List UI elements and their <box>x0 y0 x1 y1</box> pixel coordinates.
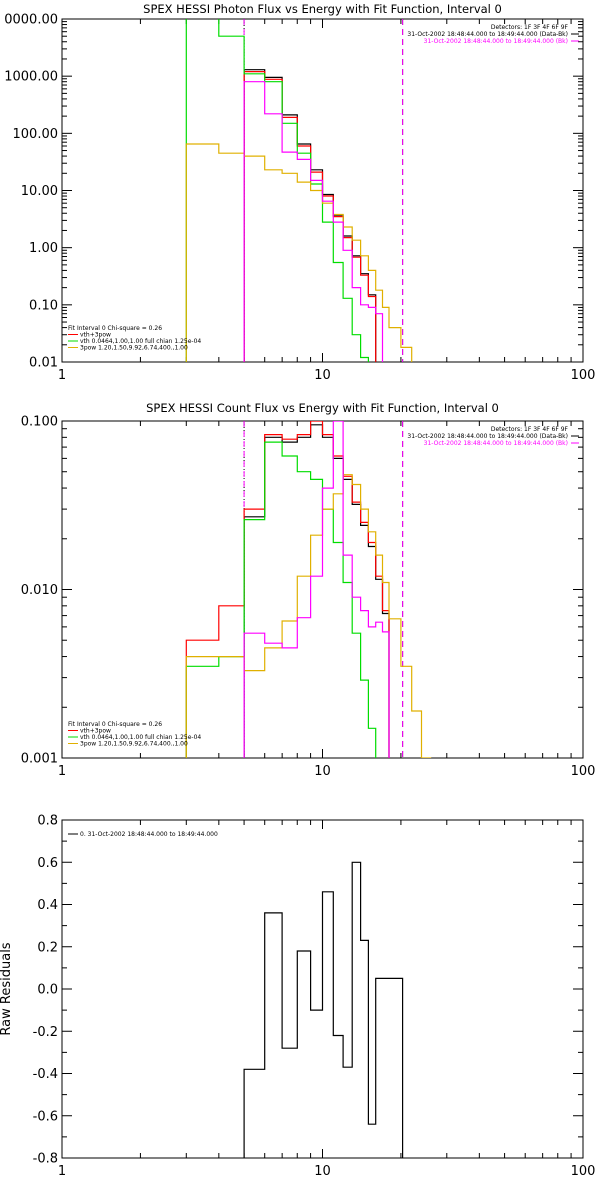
y-tick-label: -0.6 <box>33 1109 58 1124</box>
y-tick-label: 0.010 <box>21 583 58 598</box>
series-step-line <box>185 441 377 758</box>
legend-entry: Fit Interval 0 Chi-square = 0.26 <box>68 721 162 728</box>
x-tick-label: 1 <box>58 764 66 779</box>
y-tick-label: 10.00 <box>21 184 58 199</box>
y-tick-label: 0.8 <box>37 814 58 829</box>
y-tick-label: 1.00 <box>29 241 58 256</box>
y-tick-label: -0.8 <box>33 1152 58 1167</box>
series-step-line <box>243 424 390 758</box>
legend-entry: vth 0.0464,1.00,1.00 full chian 1.25e-04 <box>80 338 201 345</box>
y-tick-label: 100.00 <box>13 127 59 142</box>
chart-title: SPEX HESSI Photon Flux vs Energy with Fi… <box>143 2 502 16</box>
count-flux-panel: SPEX HESSI Count Flux vs Energy with Fit… <box>21 401 596 779</box>
series-step-line <box>243 71 377 362</box>
series-step-line <box>185 143 413 362</box>
y-axis-label: Raw Residuals <box>0 942 14 1035</box>
y-tick-label: 0.4 <box>37 898 58 913</box>
series-step-line <box>243 69 377 362</box>
series-group <box>185 19 413 362</box>
residuals-panel: Raw Residuals 1 10 100 -0.8 -0.6 -0.4 -0.2 0.0 0.… <box>0 814 596 1180</box>
y-tick-label: 0000.00 <box>4 13 58 28</box>
plot-frame <box>61 420 584 759</box>
series-step-line <box>243 861 404 1158</box>
y-tick-label: -0.2 <box>33 1025 58 1040</box>
y-tick-label: -0.4 <box>33 1067 58 1082</box>
series-group <box>243 861 404 1158</box>
plot-header-text: Detectors: 1F 3F 4F 6F 9F <box>491 24 569 31</box>
series-step-line <box>185 474 432 758</box>
series-step-line <box>243 81 384 362</box>
plot-header-text: 31-Oct-2002 18:48:44.000 to 18:49:44.000… <box>424 440 568 447</box>
series-step-line <box>185 19 369 362</box>
legend-entry: vth+3pow <box>80 728 111 735</box>
y-tick-label: 0.6 <box>37 856 58 871</box>
y-tick-label: 0.01 <box>29 356 58 371</box>
y-tick-label: 0.10 <box>29 298 58 313</box>
y-tick-label: 0.2 <box>37 940 58 955</box>
legend-entry: 0. 31-Oct-2002 18:48:44.000 to 18:49:44.… <box>80 831 218 838</box>
plot-header-text: 31-Oct-2002 18:48:44.000 to 18:49:44.000… <box>407 31 568 38</box>
legend-entry: 3pow 1.20,1.50,9.92,6.74,400.,1.00 <box>80 741 188 748</box>
y-tick-label: 0.100 <box>21 415 58 430</box>
legend-entry: Fit Interval 0 Chi-square = 0.26 <box>68 325 162 332</box>
plot-header-text: 31-Oct-2002 18:48:44.000 to 18:49:44.000… <box>407 433 568 440</box>
series-group <box>185 421 432 758</box>
series-step-line <box>185 421 390 758</box>
series-step-line <box>243 421 390 758</box>
x-tick-label: 100 <box>571 1164 596 1179</box>
photon-flux-panel: SPEX HESSI Photon Flux vs Energy with Fi… <box>4 2 596 383</box>
y-tick-label: 1000.00 <box>4 70 58 85</box>
x-tick-label: 1 <box>58 1164 66 1179</box>
legend-entry: vth 0.0464,1.00,1.00 full chian 1.25e-04 <box>80 734 201 741</box>
x-tick-label: 10 <box>314 368 331 383</box>
plot-header-text: 31-Oct-2002 18:48:44.000 to 18:49:44.000… <box>424 38 568 45</box>
plot-header-text: Detectors: 1F 3F 4F 6F 9F <box>491 426 569 433</box>
chart-title: SPEX HESSI Count Flux vs Energy with Fit… <box>146 401 499 415</box>
x-tick-label: 100 <box>571 368 596 383</box>
legend-entry: vth+3pow <box>80 332 111 339</box>
y-tick-label: 0.0 <box>37 983 58 998</box>
legend-entry: 3pow 1.20,1.50,9.92,6.74,400.,1.00 <box>80 345 188 352</box>
x-tick-label: 100 <box>571 764 596 779</box>
x-tick-label: 1 <box>58 368 66 383</box>
y-tick-label: 0.001 <box>21 752 58 767</box>
x-tick-label: 10 <box>314 1164 331 1179</box>
x-tick-label: 10 <box>314 764 331 779</box>
